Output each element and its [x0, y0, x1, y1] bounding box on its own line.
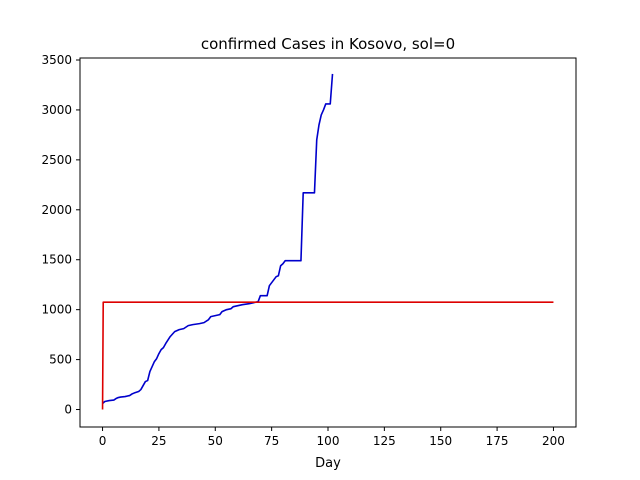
x-tick-label: 75: [264, 434, 279, 448]
y-tick-label: 2500: [41, 153, 72, 167]
y-tick-label: 1500: [41, 253, 72, 267]
y-tick-label: 2000: [41, 203, 72, 217]
axes-frame: [79, 57, 577, 428]
x-tick-label: 100: [317, 434, 340, 448]
series-line-1: [101, 301, 554, 410]
y-tick-label: 3000: [41, 103, 72, 117]
y-tick-label: 3500: [41, 53, 72, 67]
x-axis-label: Day: [315, 456, 341, 471]
y-tick-label: 0: [64, 403, 72, 417]
y-tick-label: 500: [49, 353, 72, 367]
x-tick-label: 125: [373, 434, 396, 448]
axes: 0 25 50 75 100 125 150 175 200050010001500200025…: [41, 53, 577, 448]
x-tick-label: 175: [486, 434, 509, 448]
x-tick-label: 200: [542, 434, 565, 448]
chart-title: confirmed Cases in Kosovo, sol=0: [201, 35, 455, 53]
x-tick-label: 50: [208, 434, 223, 448]
y-tick-label: 1000: [41, 303, 72, 317]
plot-area: [101, 73, 554, 410]
x-tick-label: 150: [429, 434, 452, 448]
series-line-0: [102, 73, 334, 405]
x-tick-label: 0: [99, 434, 107, 448]
x-tick-label: 25: [151, 434, 166, 448]
